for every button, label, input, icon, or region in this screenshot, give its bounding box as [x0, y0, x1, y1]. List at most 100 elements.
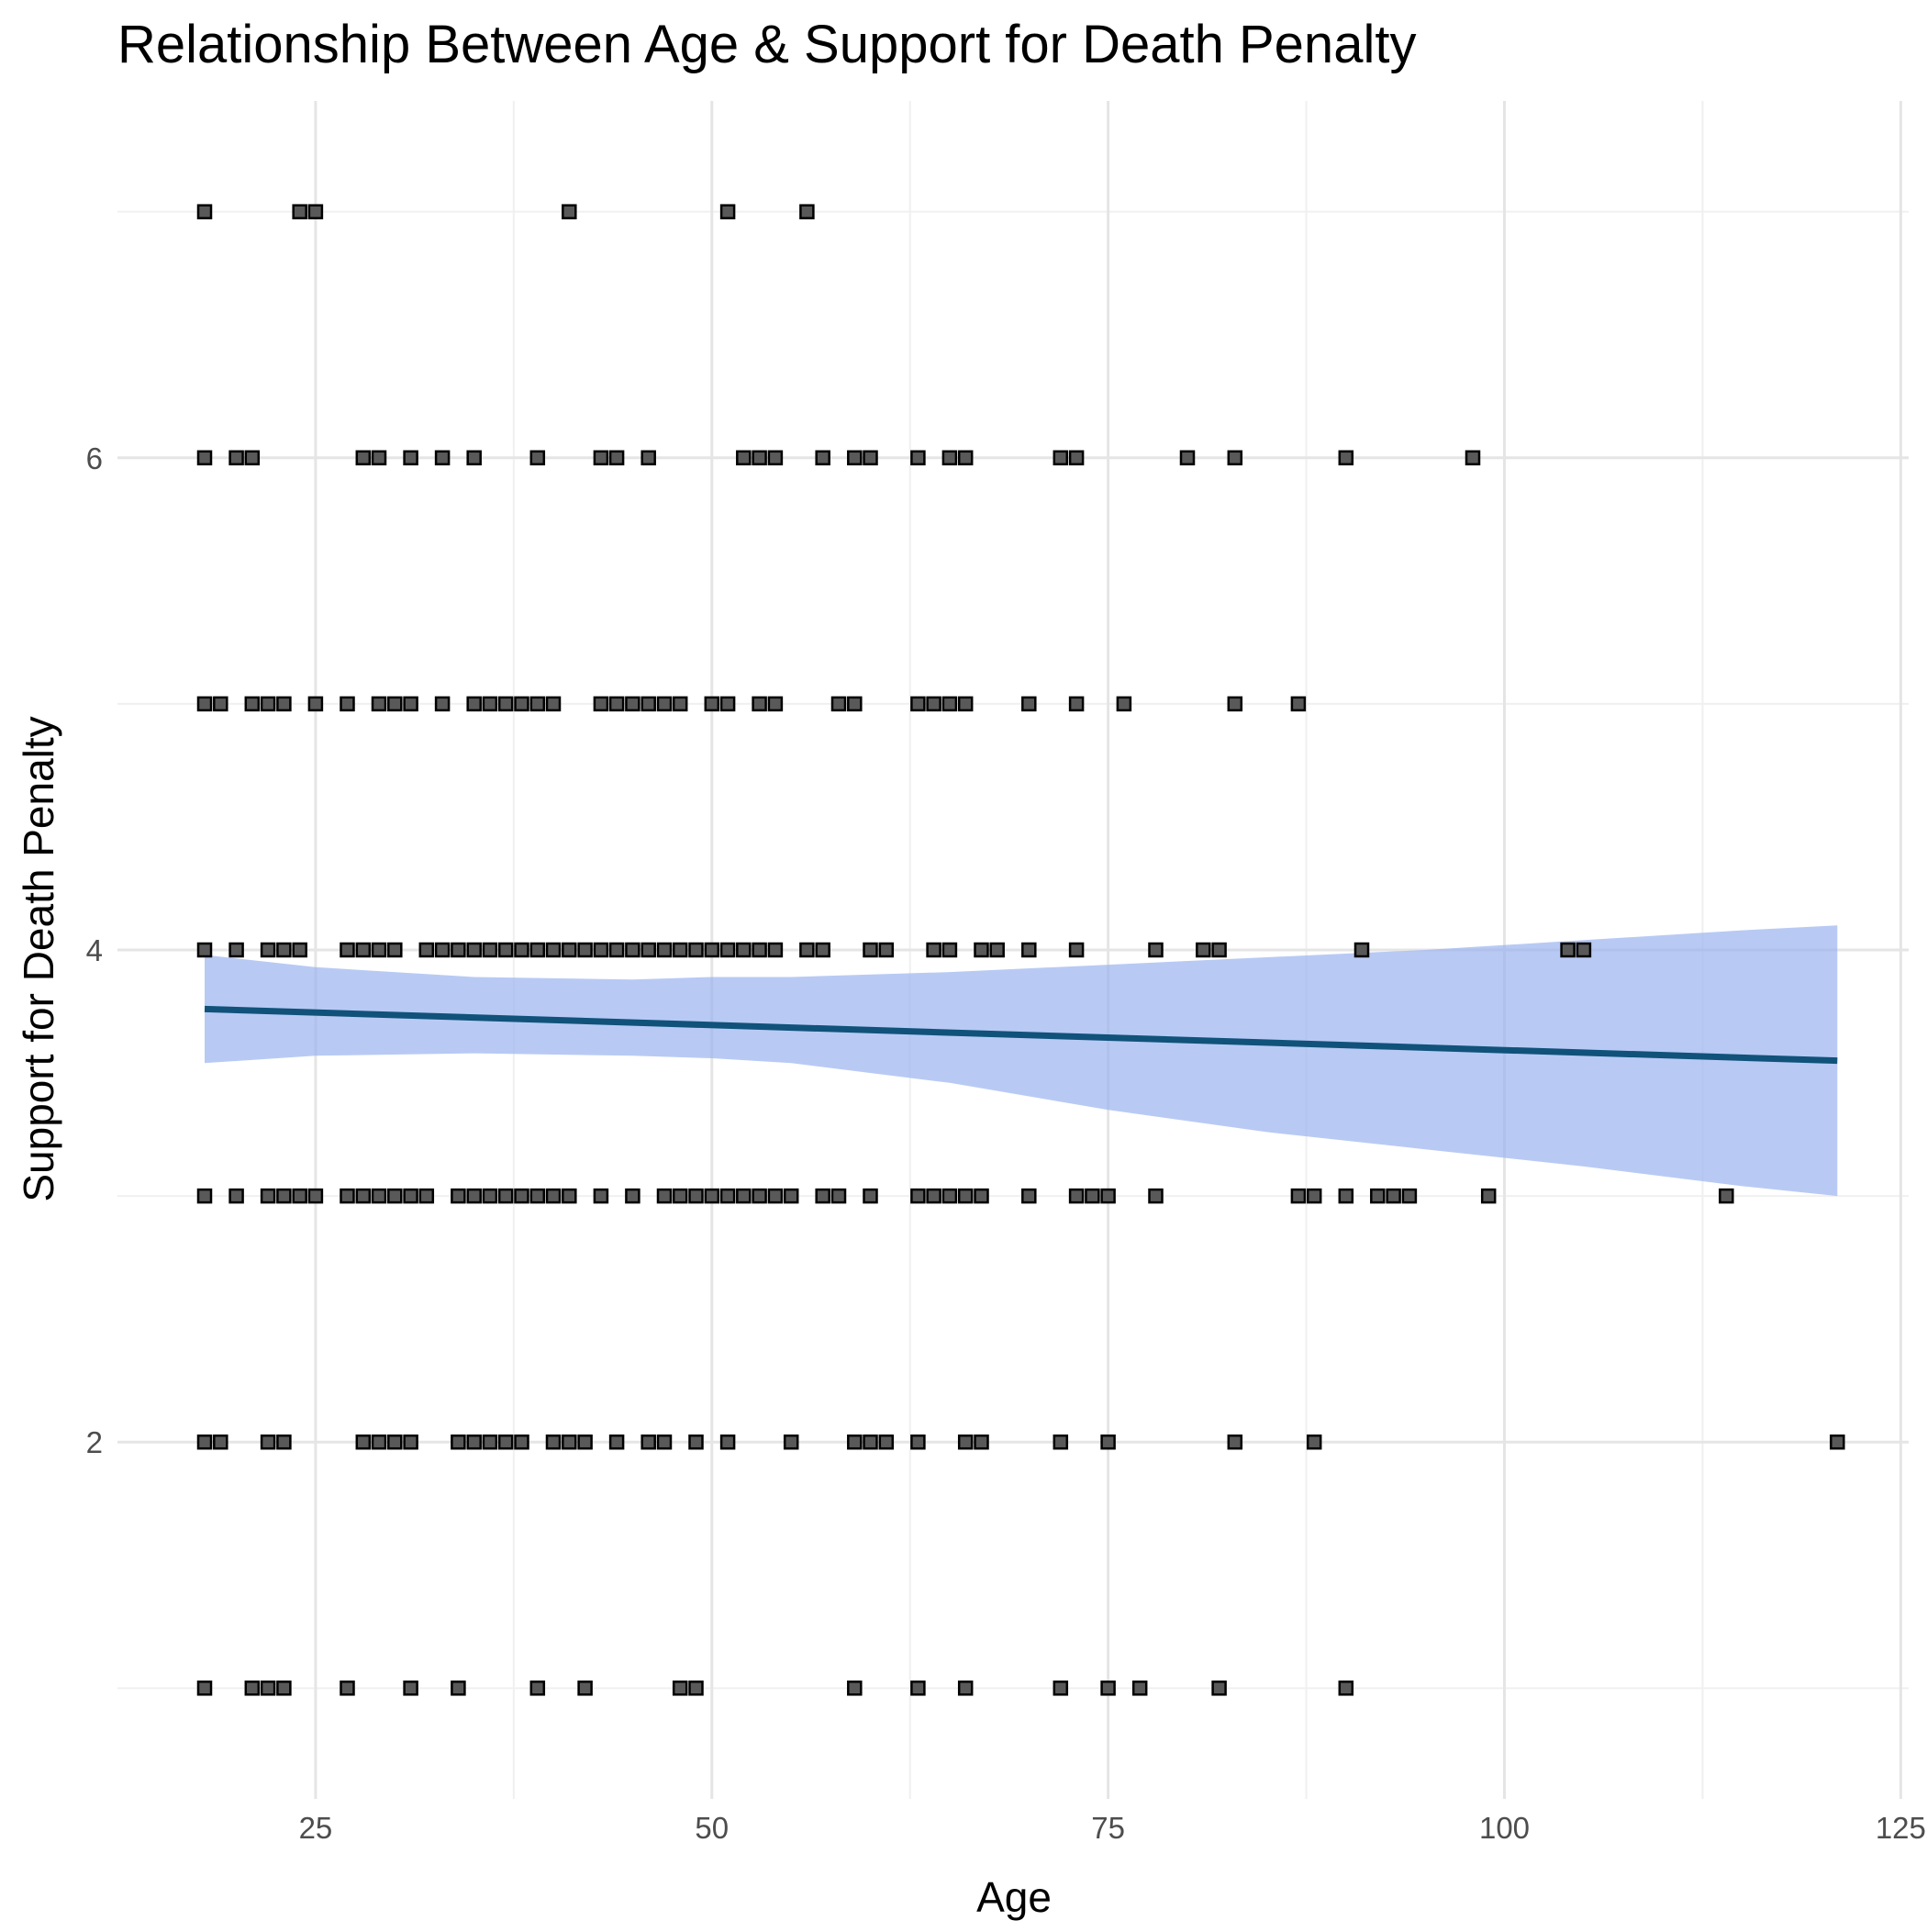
data-point [196, 1681, 213, 1696]
chart-title: Relationship Between Age & Support for D… [117, 15, 1416, 74]
data-point [340, 1681, 355, 1696]
data-point [228, 942, 244, 958]
data-point [593, 1188, 609, 1204]
data-point [863, 1188, 878, 1204]
data-point [640, 942, 656, 958]
data-point [926, 1188, 941, 1204]
data-points [196, 204, 1845, 1696]
data-point [783, 1188, 799, 1204]
data-point [830, 696, 847, 712]
data-point [466, 1188, 482, 1204]
x-tick-label: 100 [1479, 1811, 1530, 1845]
y-tick-label: 4 [86, 933, 103, 967]
data-point [957, 696, 974, 712]
data-point [719, 1188, 736, 1204]
data-point [989, 942, 1005, 958]
data-point [608, 942, 625, 958]
data-point [815, 450, 830, 466]
data-point [340, 696, 355, 712]
data-point [340, 942, 355, 958]
data-point [371, 1188, 387, 1204]
data-point [260, 942, 276, 958]
data-point [688, 942, 704, 958]
y-tick-label: 2 [86, 1425, 103, 1459]
data-point [1719, 1188, 1734, 1204]
data-point [847, 696, 863, 712]
data-point [863, 942, 878, 958]
data-point [434, 942, 451, 958]
data-point [276, 696, 292, 712]
data-point [1179, 450, 1196, 466]
data-point [767, 696, 784, 712]
data-point [672, 1681, 688, 1696]
data-point [719, 942, 736, 958]
data-point [1068, 942, 1085, 958]
data-point [878, 1434, 895, 1450]
data-point [926, 696, 941, 712]
data-point [656, 942, 673, 958]
data-point [562, 1188, 577, 1204]
data-point [1211, 942, 1227, 958]
data-point [514, 696, 529, 712]
data-point [418, 1188, 435, 1204]
data-point [434, 450, 451, 466]
data-point [307, 204, 324, 219]
data-point [1353, 942, 1370, 958]
data-point [562, 204, 577, 219]
data-point [514, 942, 529, 958]
data-point [371, 450, 387, 466]
data-point [497, 942, 514, 958]
data-point [497, 1188, 514, 1204]
data-point [355, 1434, 372, 1450]
data-point [957, 1434, 974, 1450]
data-point [1290, 696, 1307, 712]
data-point [1290, 1188, 1307, 1204]
data-point [1338, 1681, 1354, 1696]
data-point [244, 696, 261, 712]
data-point [815, 1188, 830, 1204]
data-point [260, 1188, 276, 1204]
data-point [878, 942, 895, 958]
data-point [640, 1434, 656, 1450]
x-axis-label: Age [976, 1873, 1052, 1921]
data-point [244, 1681, 261, 1696]
data-point [1386, 1188, 1401, 1204]
data-point [608, 450, 625, 466]
data-point [577, 942, 593, 958]
data-point [1100, 1188, 1116, 1204]
data-point [196, 204, 213, 219]
data-point [466, 450, 482, 466]
data-point [1465, 450, 1481, 466]
data-point [1068, 450, 1085, 466]
data-point [451, 1681, 466, 1696]
data-point [292, 204, 307, 219]
x-tick-label: 25 [299, 1811, 333, 1845]
data-point [276, 1434, 292, 1450]
data-point [497, 696, 514, 712]
data-point [403, 450, 418, 466]
data-point [514, 1434, 529, 1450]
data-point [688, 1434, 704, 1450]
data-point [276, 1188, 292, 1204]
data-point [1053, 1434, 1069, 1450]
data-point [1196, 942, 1211, 958]
data-point [529, 696, 546, 712]
data-point [196, 450, 213, 466]
data-point [260, 1434, 276, 1450]
data-point [1480, 1188, 1497, 1204]
data-point [434, 696, 451, 712]
data-point [830, 1188, 847, 1204]
data-point [562, 1434, 577, 1450]
data-point [593, 696, 609, 712]
data-point [910, 696, 926, 712]
data-point [1401, 1188, 1418, 1204]
data-point [196, 1188, 213, 1204]
data-point [228, 450, 244, 466]
data-point [1053, 1681, 1069, 1696]
data-point [926, 942, 941, 958]
data-point [1085, 1188, 1100, 1204]
data-point [1227, 1434, 1243, 1450]
fit-line [204, 1005, 1838, 1065]
data-point [307, 696, 324, 712]
